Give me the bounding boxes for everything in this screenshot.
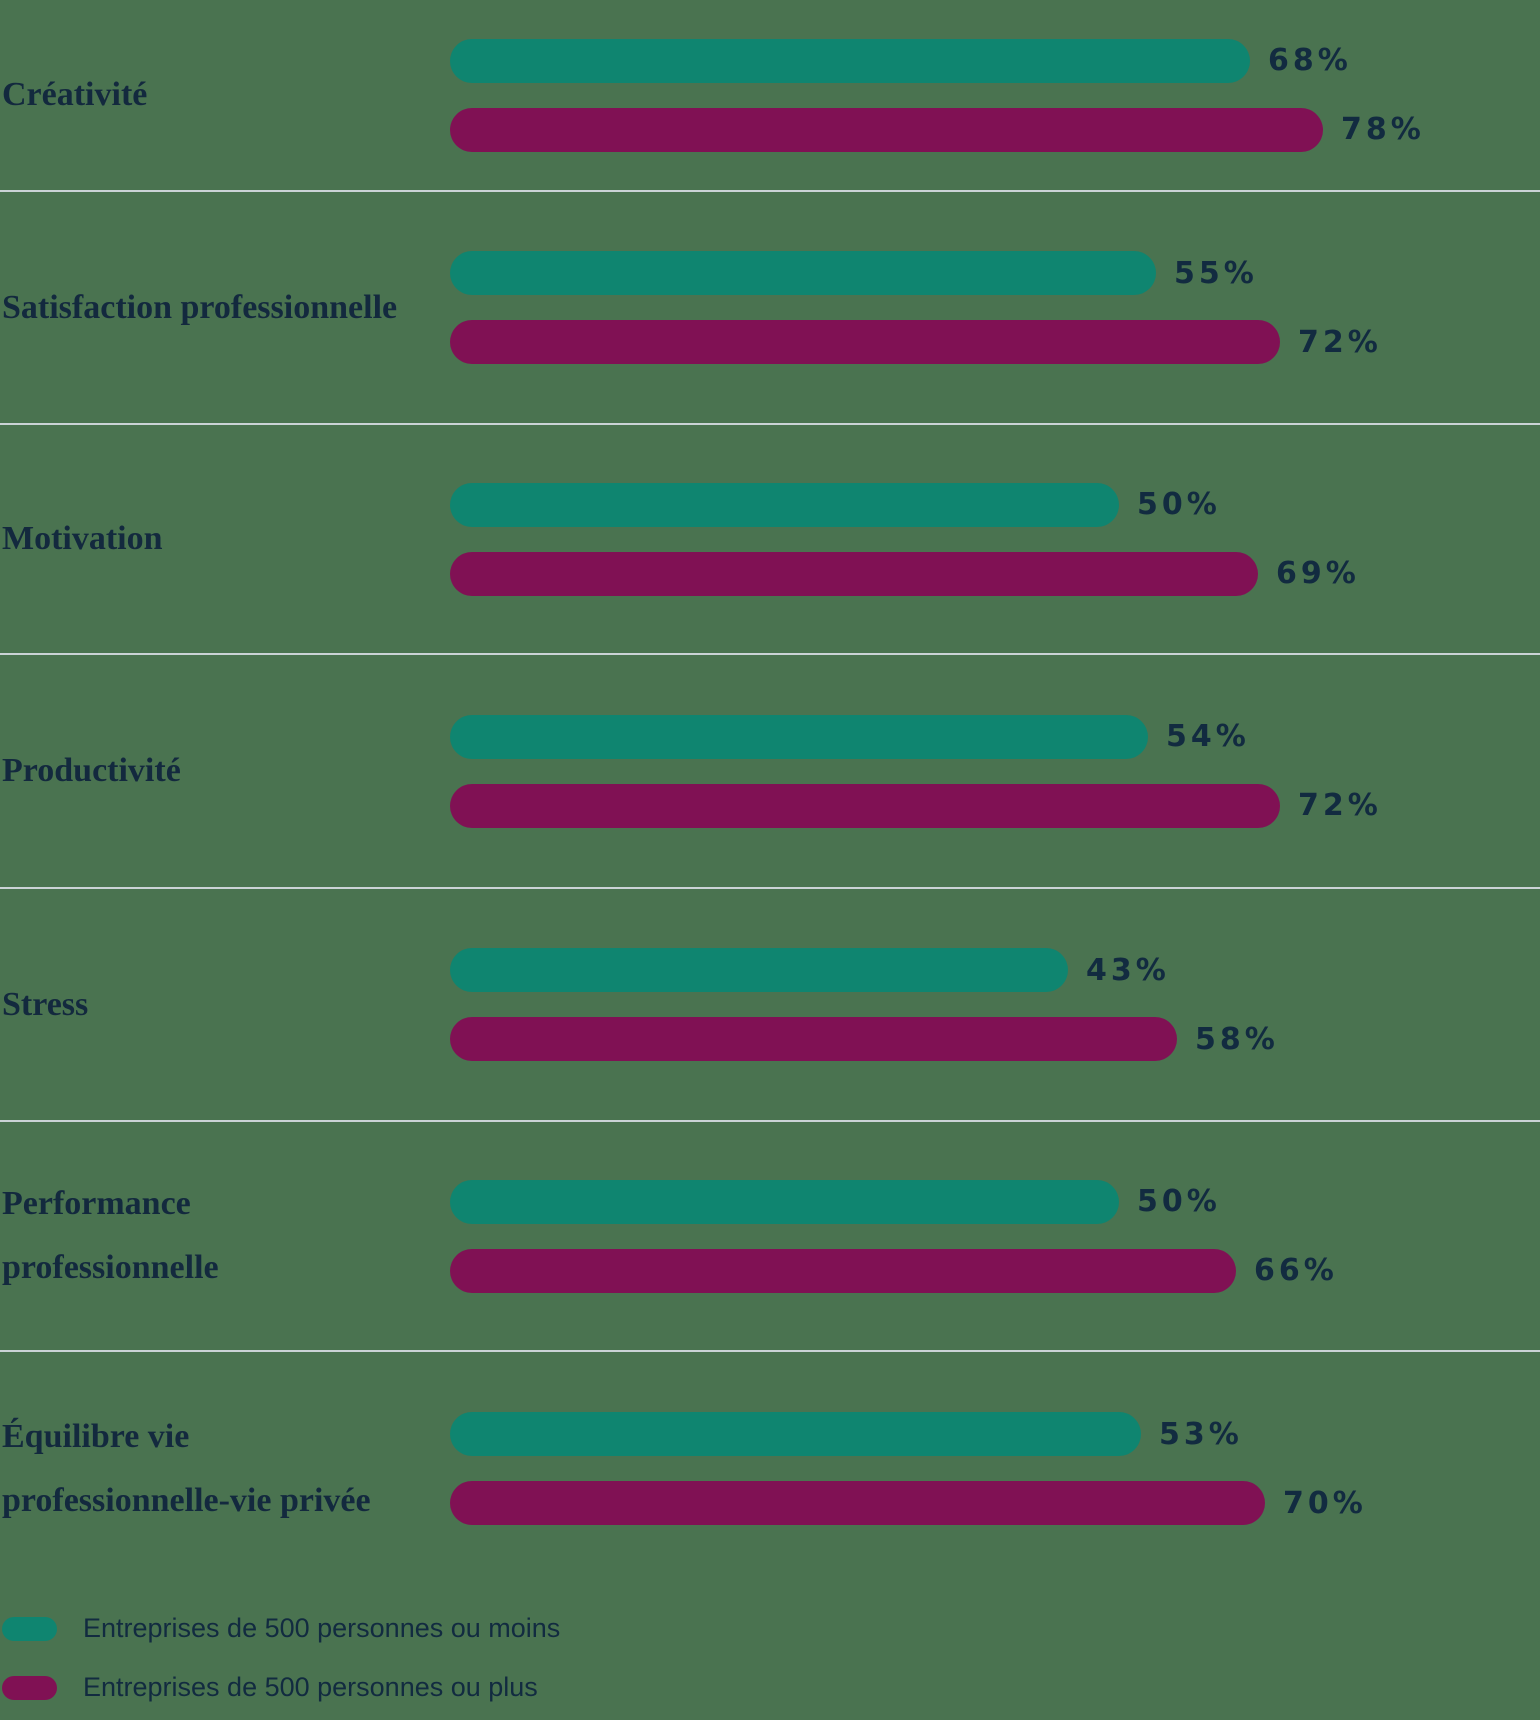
bar-large-companies <box>450 783 1280 828</box>
bar-small-companies <box>450 948 1068 992</box>
bar-small-companies <box>450 1412 1141 1456</box>
bar-line-large-companies: 72% <box>450 320 1540 364</box>
bar-small-companies <box>450 38 1250 83</box>
bar-value-label-large-companies: 78% <box>1341 112 1425 147</box>
category-label: Motivation <box>2 520 163 557</box>
bar-large-companies <box>450 1481 1265 1525</box>
category-label: Équilibre vie professionnelle-vie privée <box>2 1417 371 1519</box>
chart-row: Satisfaction professionnelle 55% 72% <box>0 190 1540 423</box>
legend-swatch <box>2 1675 57 1700</box>
legend-label: Entreprises de 500 personnes ou plus <box>83 1672 538 1702</box>
bar-line-large-companies: 78% <box>450 107 1540 152</box>
bar-small-companies <box>450 482 1119 527</box>
bar-value-label-small-companies: 53% <box>1159 1416 1243 1452</box>
bar-value-label-small-companies: 43% <box>1086 952 1170 988</box>
chart-row: Performance professionnelle 50% 66% <box>0 1120 1540 1350</box>
chart-legend: Entreprises de 500 personnes ou moins En… <box>0 1613 1540 1703</box>
category-label: Créativité <box>2 76 148 113</box>
bar-small-companies <box>450 714 1148 759</box>
category-bars: 55% 72% <box>450 251 1540 364</box>
bar-value-label-large-companies: 69% <box>1276 556 1360 591</box>
bar-line-small-companies: 50% <box>450 1179 1540 1224</box>
bar-small-companies <box>450 251 1156 295</box>
bar-value-label-large-companies: 70% <box>1283 1485 1367 1521</box>
bar-line-large-companies: 69% <box>450 551 1540 596</box>
legend-swatch <box>2 1616 57 1641</box>
bar-line-small-companies: 43% <box>450 948 1540 992</box>
bar-line-small-companies: 50% <box>450 482 1540 527</box>
category-bars: 43% 58% <box>450 948 1540 1061</box>
bar-value-label-small-companies: 55% <box>1174 255 1258 291</box>
legend-item: Entreprises de 500 personnes ou moins <box>2 1613 1540 1644</box>
bar-large-companies <box>450 107 1323 152</box>
chart-row: Motivation 50% 69% <box>0 423 1540 653</box>
bar-line-small-companies: 68% <box>450 38 1540 83</box>
bar-value-label-small-companies: 50% <box>1137 487 1221 522</box>
bar-large-companies <box>450 551 1258 596</box>
chart-row: Productivité 54% 72% <box>0 653 1540 887</box>
category-bars: 68% 78% <box>450 38 1540 152</box>
legend-label: Entreprises de 500 personnes ou moins <box>83 1613 561 1643</box>
bar-line-small-companies: 55% <box>450 251 1540 295</box>
bar-value-label-small-companies: 54% <box>1166 719 1250 754</box>
category-label: Performance professionnelle <box>2 1185 219 1286</box>
bar-small-companies <box>450 1179 1119 1224</box>
bar-value-label-large-companies: 72% <box>1298 324 1382 360</box>
bar-line-small-companies: 53% <box>450 1412 1540 1456</box>
bar-value-label-large-companies: 58% <box>1195 1021 1279 1057</box>
chart-row: Créativité 68% 78% <box>0 0 1540 190</box>
bar-value-label-large-companies: 66% <box>1254 1253 1338 1288</box>
category-label: Satisfaction professionnelle <box>2 288 398 326</box>
bar-large-companies <box>450 1248 1236 1293</box>
chart-row: Équilibre vie professionnelle-vie privée… <box>0 1350 1540 1585</box>
chart-row: Stress 43% 58% <box>0 887 1540 1120</box>
bar-value-label-small-companies: 68% <box>1268 43 1352 78</box>
bar-value-label-large-companies: 72% <box>1298 788 1382 823</box>
bar-line-large-companies: 72% <box>450 783 1540 828</box>
bar-large-companies <box>450 320 1280 364</box>
bar-line-large-companies: 66% <box>450 1248 1540 1293</box>
bar-line-small-companies: 54% <box>450 714 1540 759</box>
chart-rows: Créativité 68% 78% Satisfaction professi… <box>0 0 1540 1585</box>
category-bars: 50% 66% <box>450 1179 1540 1293</box>
bar-line-large-companies: 58% <box>450 1017 1540 1061</box>
legend-item: Entreprises de 500 personnes ou plus <box>2 1672 1540 1703</box>
category-bars: 53% 70% <box>450 1412 1540 1525</box>
category-bars: 50% 69% <box>450 482 1540 596</box>
bar-large-companies <box>450 1017 1177 1061</box>
category-label: Productivité <box>2 752 181 789</box>
bar-value-label-small-companies: 50% <box>1137 1184 1221 1219</box>
bar-line-large-companies: 70% <box>450 1481 1540 1525</box>
category-bars: 54% 72% <box>450 714 1540 828</box>
category-label: Stress <box>2 985 89 1023</box>
